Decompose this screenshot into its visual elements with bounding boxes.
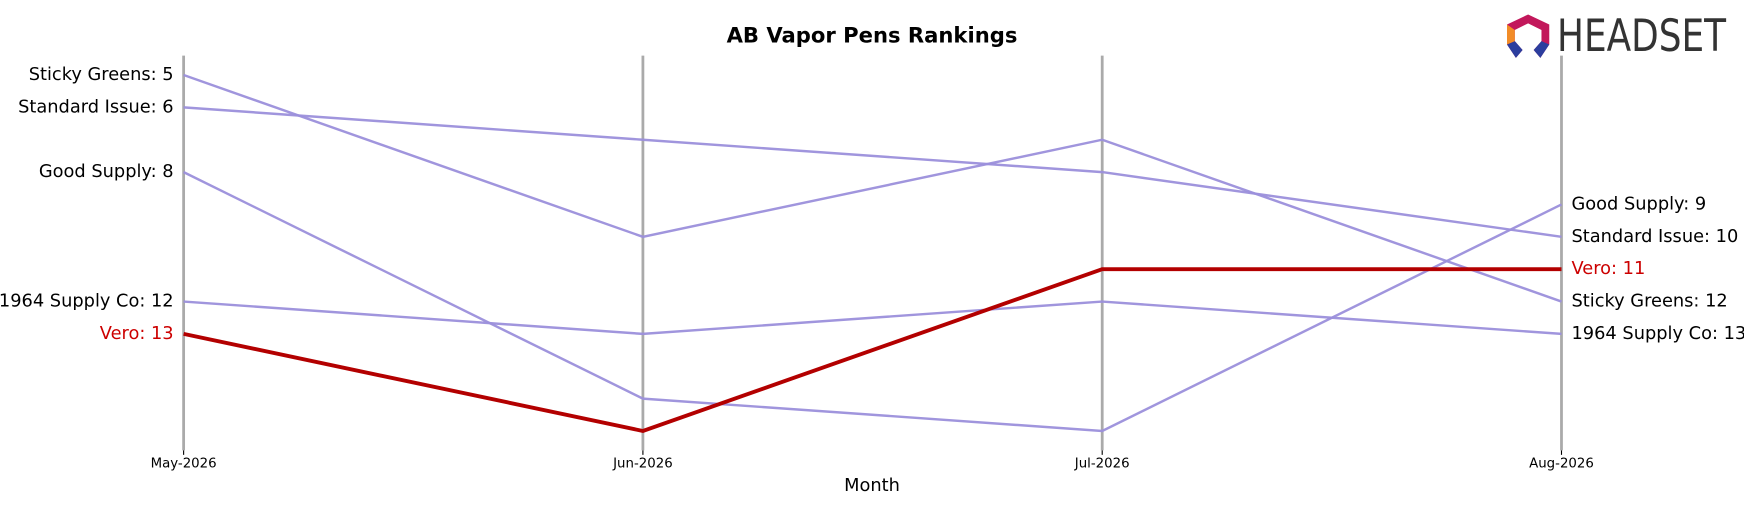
series-line [183,106,1562,239]
logo-icon-part [1507,41,1523,58]
logo-icon-part [1533,41,1550,58]
series-line [183,267,1562,433]
series-line [183,300,1562,336]
value-label: Good Supply: 9 [1572,193,1707,214]
logo-text: HEADSET [1557,11,1727,62]
value-label: Good Supply: 8 [39,161,174,182]
x-tick-label: Aug-2026 [1529,457,1594,472]
x-tick-label: Jun-2026 [612,457,673,472]
series-line [183,73,1562,303]
x-tick-label: Jul-2026 [1074,457,1130,472]
value-label: Standard Issue: 6 [18,96,173,117]
value-label: 1964 Supply Co: 12 [0,291,174,312]
chart-title: AB Vapor Pens Rankings [727,23,1018,48]
value-label: Vero: 13 [100,323,174,344]
value-label: 1964 Supply Co: 13 [1572,323,1744,344]
value-label: Vero: 11 [1572,258,1646,279]
x-tick-label: May-2026 [151,457,217,472]
x-axis-label: Month [844,475,900,496]
series-line [183,171,1563,433]
logo: HEADSET [1507,11,1727,62]
value-label: Sticky Greens: 12 [1572,291,1728,312]
value-label: Sticky Greens: 5 [29,64,174,85]
logo-icon-part [1507,24,1515,45]
value-label: Standard Issue: 10 [1572,226,1739,247]
